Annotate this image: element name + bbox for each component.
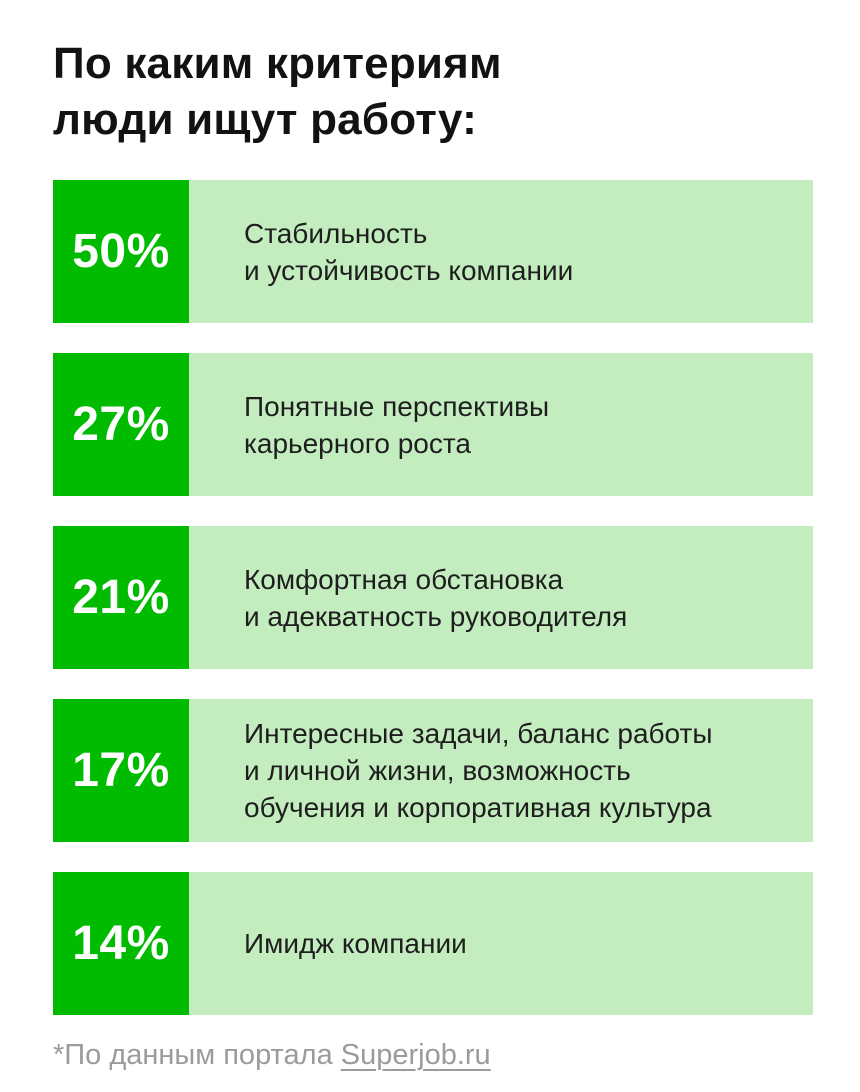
- percent-badge-1: 50%: [53, 180, 189, 323]
- criteria-label-3: Комфортная обстановка и адекватность рук…: [189, 526, 813, 669]
- criteria-row-3: 21% Комфортная обстановка и адекватность…: [53, 526, 813, 669]
- criteria-label-2: Понятные перспективы карьерного роста: [189, 353, 813, 496]
- percent-badge-3: 21%: [53, 526, 189, 669]
- criteria-row-1: 50% Стабильность и устойчивость компании: [53, 180, 813, 323]
- criteria-label-1: Стабильность и устойчивость компании: [189, 180, 813, 323]
- criteria-row-2: 27% Понятные перспективы карьерного рост…: [53, 353, 813, 496]
- superjob-link[interactable]: Superjob.ru: [340, 1039, 491, 1071]
- criteria-label-4: Интересные задачи, баланс работы и лично…: [189, 699, 813, 842]
- criteria-row-4: 17% Интересные задачи, баланс работы и л…: [53, 699, 813, 842]
- criteria-label-5: Имидж компании: [189, 872, 813, 1015]
- source-note-text: *По данным портала: [53, 1039, 341, 1071]
- criteria-list: 50% Стабильность и устойчивость компании…: [53, 180, 813, 1015]
- criteria-row-5: 14% Имидж компании: [53, 872, 813, 1015]
- percent-badge-4: 17%: [53, 699, 189, 842]
- source-note: *По данным портала Superjob.ru: [53, 1039, 813, 1072]
- percent-badge-2: 27%: [53, 353, 189, 496]
- percent-badge-5: 14%: [53, 872, 189, 1015]
- page-title: По каким критериям люди ищут работу:: [53, 39, 502, 144]
